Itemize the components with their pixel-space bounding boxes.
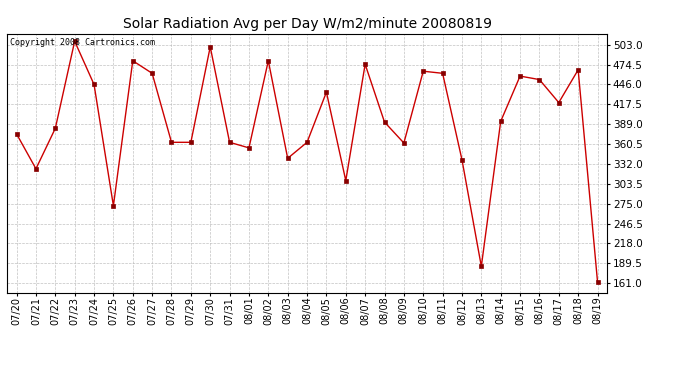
Title: Solar Radiation Avg per Day W/m2/minute 20080819: Solar Radiation Avg per Day W/m2/minute …	[123, 17, 491, 31]
Text: Copyright 2008 Cartronics.com: Copyright 2008 Cartronics.com	[10, 38, 155, 46]
